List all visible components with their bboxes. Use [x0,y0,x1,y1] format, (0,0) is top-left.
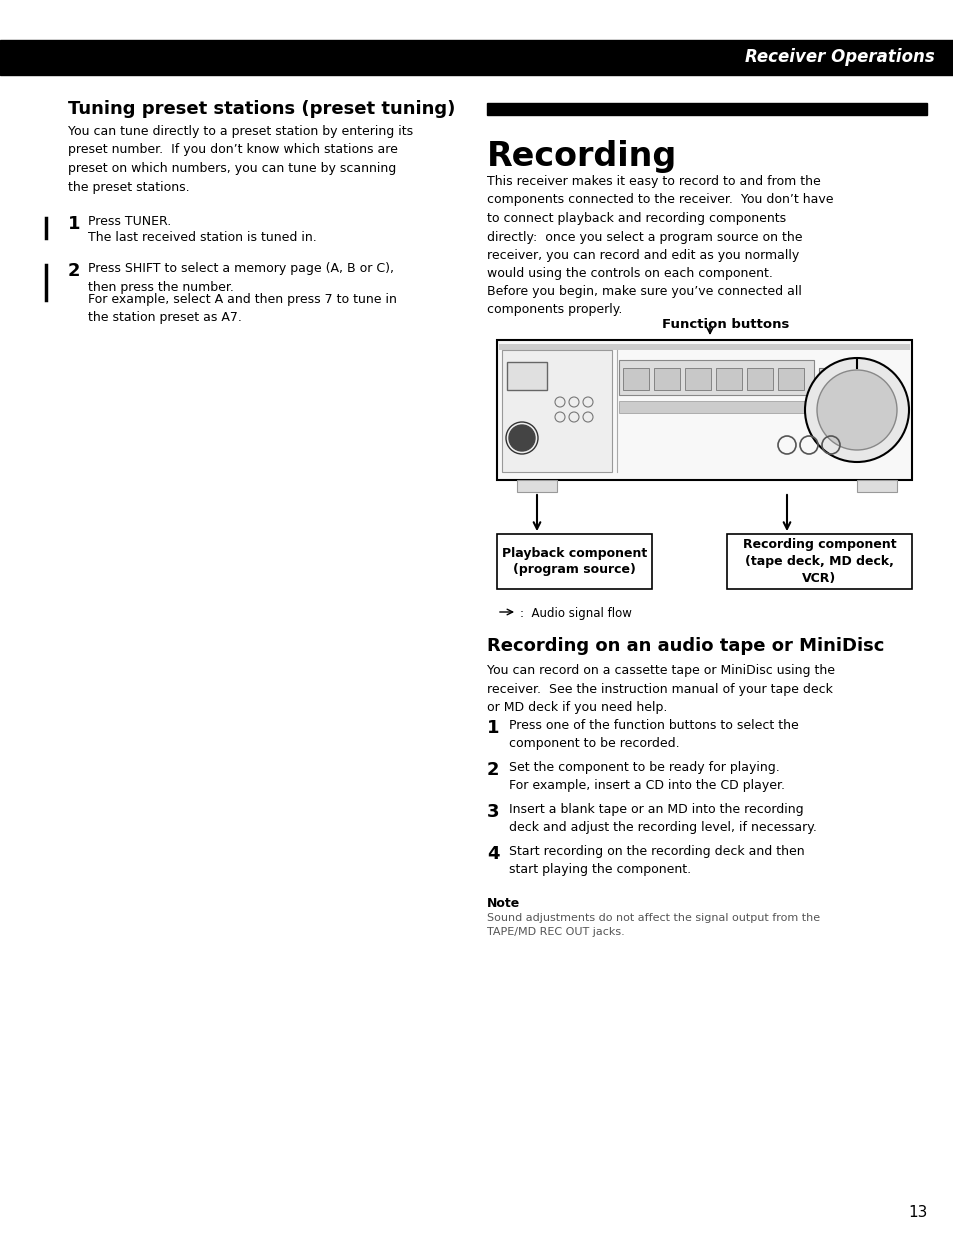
Text: Insert a blank tape or an MD into the recording
deck and adjust the recording le: Insert a blank tape or an MD into the re… [509,803,816,835]
Bar [684,367,710,390]
Text: Recording: Recording [486,141,677,173]
Bar [618,401,863,413]
Text: Recording on an audio tape or MiniDisc: Recording on an audio tape or MiniDisc [486,637,883,655]
Bar [618,360,813,395]
Bar [856,480,896,492]
Text: Receiver Operations: Receiver Operations [744,48,934,67]
Text: Recording component
(tape deck, MD deck,
VCR): Recording component (tape deck, MD deck,… [741,538,896,584]
Text: This receiver makes it easy to record to and from the
components connected to th: This receiver makes it easy to record to… [486,175,833,280]
Text: For example, select A and then press 7 to tune in
the station preset as A7.: For example, select A and then press 7 t… [88,293,396,324]
Text: Press SHIFT to select a memory page (A, B or C),
then press the number.: Press SHIFT to select a memory page (A, … [88,261,394,293]
Text: 4: 4 [486,845,499,863]
Text: Before you begin, make sure you’ve connected all
components properly.: Before you begin, make sure you’ve conne… [486,285,801,317]
Text: Sound adjustments do not affect the signal output from the
TAPE/MD REC OUT jacks: Sound adjustments do not affect the sign… [486,912,820,937]
Text: :  Audio signal flow: : Audio signal flow [519,607,631,620]
Text: Press TUNER.: Press TUNER. [88,215,172,228]
Text: Playback component
(program source): Playback component (program source) [501,546,646,577]
Text: Press one of the function buttons to select the
component to be recorded.: Press one of the function buttons to sel… [509,719,798,751]
Text: 1: 1 [486,719,499,737]
Text: Start recording on the recording deck and then
start playing the component.: Start recording on the recording deck an… [509,845,803,877]
Text: 2: 2 [486,761,499,779]
Text: The last received station is tuned in.: The last received station is tuned in. [88,231,316,244]
Bar [622,367,648,390]
Bar [778,367,803,390]
Circle shape [816,370,896,450]
Text: Function buttons: Function buttons [661,318,788,330]
Bar [497,534,651,589]
Text: You can tune directly to a preset station by entering its
preset number.  If you: You can tune directly to a preset statio… [68,125,413,194]
Bar [506,363,546,390]
Bar [726,534,911,589]
Text: Note: Note [486,896,519,910]
Bar [654,367,679,390]
Text: 3: 3 [486,803,499,821]
Circle shape [509,425,535,451]
Bar [486,104,926,115]
Bar [498,344,909,350]
Circle shape [804,358,908,462]
Text: Set the component to be ready for playing.
For example, insert a CD into the CD : Set the component to be ready for playin… [509,761,784,793]
Bar [818,367,866,390]
Text: 1: 1 [68,215,80,233]
Text: 13: 13 [907,1205,926,1219]
Text: Tuning preset stations (preset tuning): Tuning preset stations (preset tuning) [68,100,455,118]
Bar [746,367,772,390]
Bar [497,340,911,480]
Text: 2: 2 [68,261,80,280]
Bar [501,350,612,472]
Bar [517,480,557,492]
Bar [0,39,953,75]
Text: You can record on a cassette tape or MiniDisc using the
receiver.  See the instr: You can record on a cassette tape or Min… [486,665,834,714]
Bar [716,367,741,390]
